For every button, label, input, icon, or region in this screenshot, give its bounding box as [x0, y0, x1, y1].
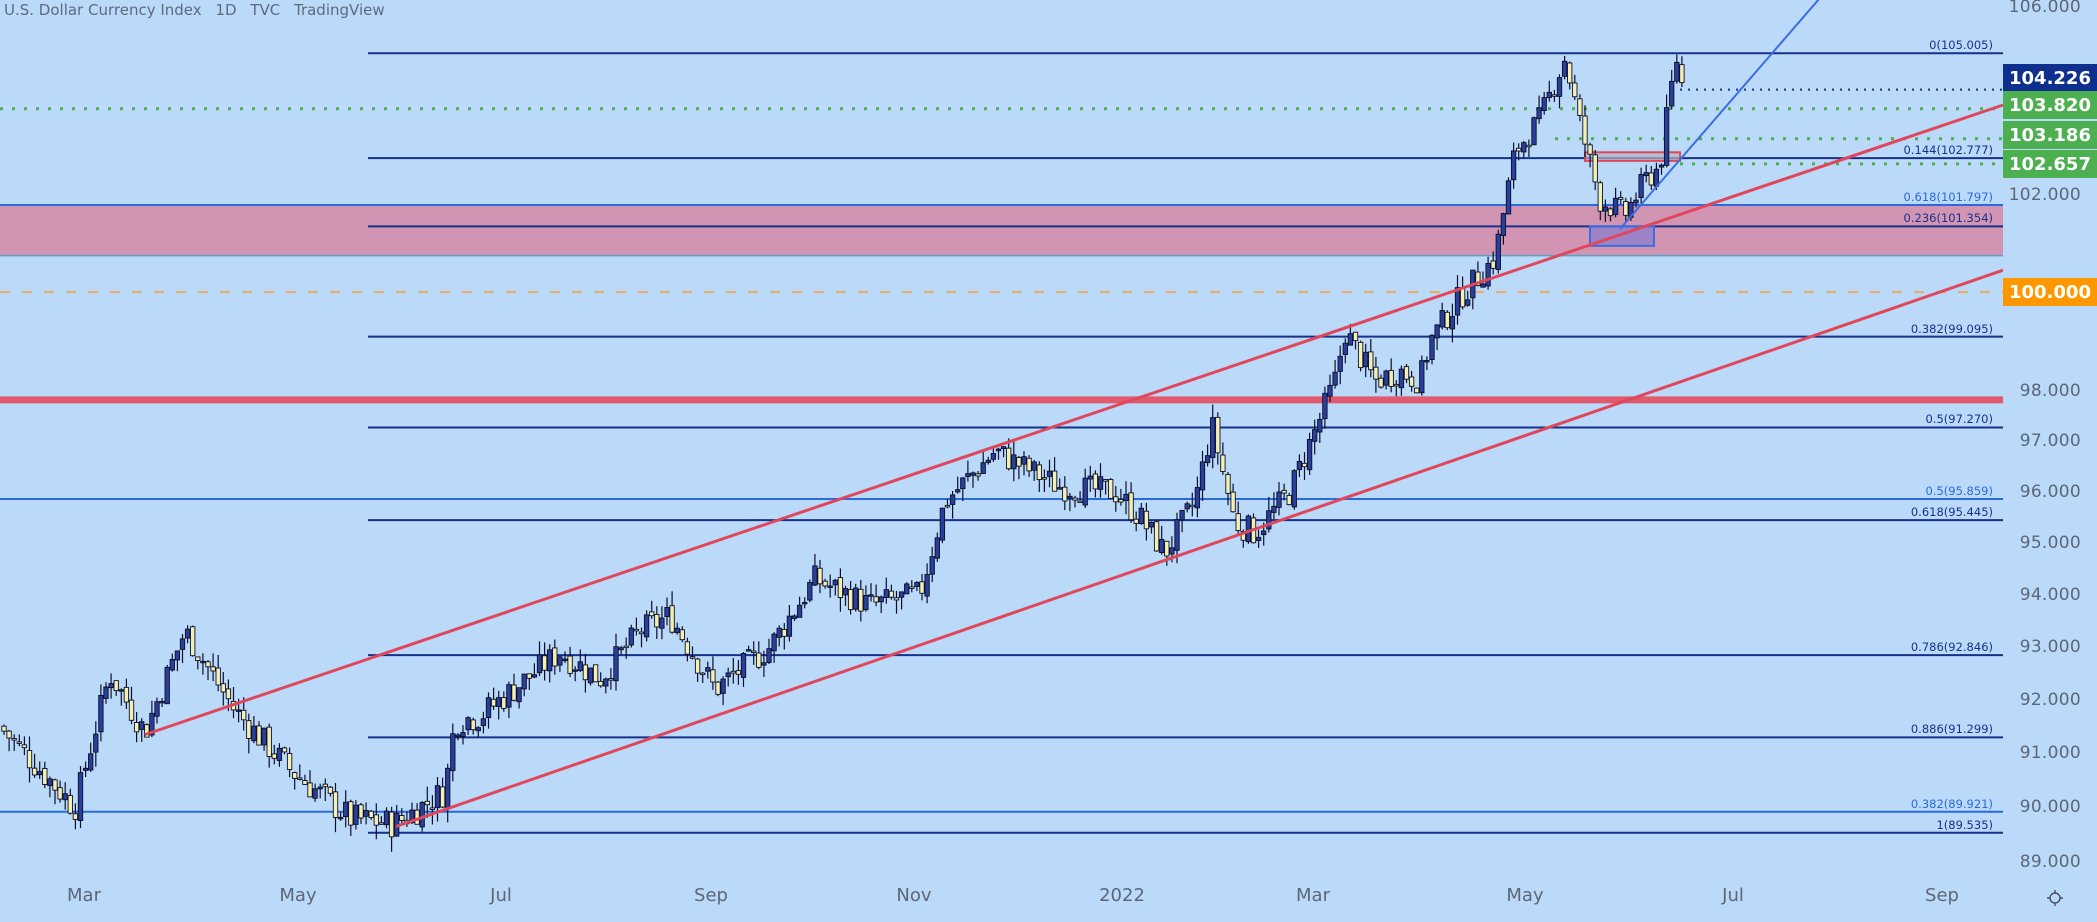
channel-upper-line	[144, 103, 2004, 737]
price-axis-label: 102.000	[2008, 185, 2081, 206]
price-axis-label: 106.000	[2008, 0, 2081, 18]
symbol-name: U.S. Dollar Currency Index	[4, 1, 202, 19]
price-axis-label: 91.000	[2019, 743, 2081, 764]
fib-level-label: 0.5(97.270)	[1925, 412, 1993, 427]
price-level-tag: 103.186	[2003, 121, 2097, 149]
price-axis-label: 96.000	[2019, 481, 2081, 502]
fib-level-label: 0(105.005)	[1929, 38, 1993, 53]
time-axis-label: Jul	[490, 885, 512, 906]
time-axis-label: May	[279, 885, 317, 906]
exchange-label: TVC	[250, 1, 281, 19]
fib-level-label: 0.236(101.354)	[1903, 211, 1993, 226]
time-axis-label: Mar	[67, 885, 101, 906]
blue-trendline	[1619, 0, 1820, 230]
time-axis-label: Sep	[1925, 885, 1959, 906]
price-level-tag: 102.657	[2003, 150, 2097, 178]
symbol-legend[interactable]: U.S. Dollar Currency Index 1D TVC Tradin…	[4, 1, 394, 19]
price-axis-label: 92.000	[2019, 689, 2081, 710]
price-axis-label: 90.000	[2019, 797, 2081, 818]
resistance-zone	[0, 205, 2003, 256]
fib-level-label: 0.618(95.445)	[1910, 505, 1993, 520]
price-axis-label: 97.000	[2019, 431, 2081, 452]
fib-level-label: 0.618(101.797)	[1903, 190, 1993, 204]
last-price-tag: 104.226	[2003, 64, 2097, 92]
time-axis-label: Sep	[694, 885, 728, 906]
time-axis-label: Jul	[1722, 885, 1744, 906]
price-axis-label: 89.000	[2019, 852, 2081, 873]
fib-level-label: 0.886(91.299)	[1910, 722, 1993, 737]
channel-lower-line	[395, 268, 2004, 828]
fib-level-label: 0.144(102.777)	[1903, 143, 1993, 158]
time-axis-label: May	[1506, 885, 1544, 906]
fib-level-label: 0.5(95.859)	[1925, 483, 1993, 498]
settings-gear-icon[interactable]	[2045, 888, 2065, 908]
price-level-tag: 100.000	[2003, 278, 2097, 306]
price-axis-label: 94.000	[2019, 584, 2081, 605]
price-axis-label: 98.000	[2019, 380, 2081, 401]
fib-level-label: 0.786(92.846)	[1910, 640, 1993, 655]
price-axis-label: 95.000	[2019, 532, 2081, 553]
candlestick-series	[1, 54, 1685, 852]
time-axis-label: Nov	[896, 885, 932, 906]
price-axis-label: 93.000	[2019, 637, 2081, 658]
fib-level-label: 0.382(89.921)	[1910, 796, 1993, 811]
interval-label: 1D	[215, 1, 237, 19]
price-level-tag: 103.820	[2003, 91, 2097, 119]
time-axis-label: Mar	[1296, 885, 1330, 906]
time-axis-label: 2022	[1099, 885, 1145, 906]
source-label: TradingView	[293, 1, 385, 19]
fib-level-label: 1(89.535)	[1936, 817, 1993, 832]
fib-level-label: 0.382(99.095)	[1910, 321, 1993, 336]
